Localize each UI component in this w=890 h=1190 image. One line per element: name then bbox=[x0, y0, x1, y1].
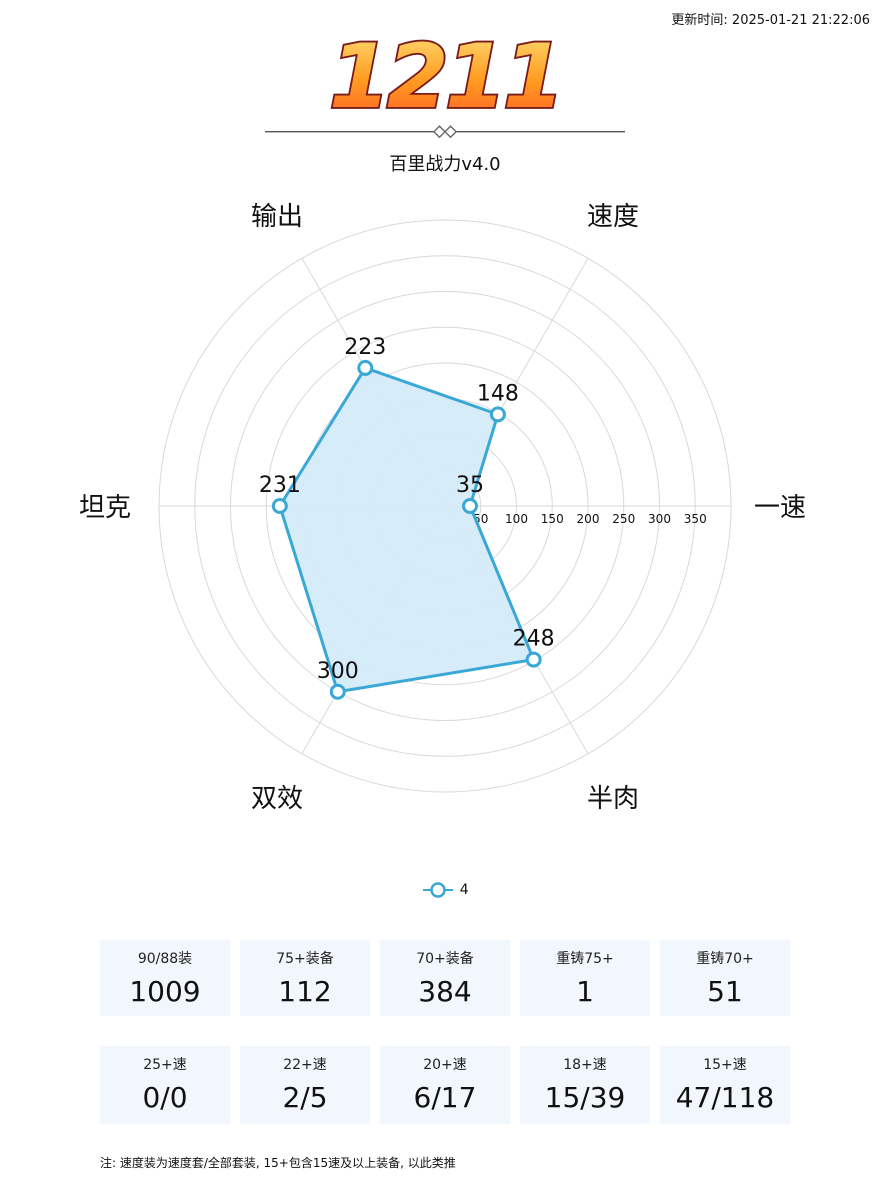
data-point[interactable] bbox=[357, 359, 374, 376]
stat-label: 15+速 bbox=[703, 1057, 747, 1073]
stat-value: 6/17 bbox=[413, 1081, 477, 1114]
stat-value: 384 bbox=[418, 975, 472, 1008]
data-label: 300 bbox=[317, 659, 359, 684]
stat-value: 1009 bbox=[129, 975, 201, 1008]
data-point[interactable] bbox=[271, 498, 288, 514]
data-label: 148 bbox=[477, 381, 519, 406]
data-point[interactable] bbox=[462, 498, 479, 514]
axis-label: 一速 bbox=[754, 493, 806, 523]
score-value: 1211 bbox=[329, 25, 561, 128]
stats-row-speed: 25+速 0/0 22+速 2/5 20+速 6/17 18+速 15/39 1… bbox=[100, 1046, 790, 1124]
tick-label: 150 bbox=[541, 512, 564, 526]
axis-label: 速度 bbox=[587, 202, 639, 232]
stat-value: 1 bbox=[576, 975, 594, 1008]
tick-label: 100 bbox=[505, 512, 528, 526]
legend-marker-icon bbox=[423, 882, 454, 898]
axis-label: 坦克 bbox=[79, 493, 131, 523]
stat-card: 20+速 6/17 bbox=[380, 1046, 510, 1124]
stat-value: 112 bbox=[278, 975, 332, 1008]
stat-value: 2/5 bbox=[282, 1081, 328, 1114]
version-label: 百里战力v4.0 bbox=[389, 154, 501, 175]
tick-label: 300 bbox=[648, 512, 671, 526]
stats-row-equipment: 90/88装 1009 75+装备 112 70+装备 384 重铸75+ 1 … bbox=[100, 940, 790, 1016]
data-point[interactable] bbox=[329, 683, 346, 700]
stat-card: 重铸75+ 1 bbox=[520, 940, 650, 1016]
footnote: 注: 速度装为速度套/全部套装, 15+包含15速及以上装备, 以此类推 bbox=[100, 1156, 456, 1170]
axis-label: 半肉 bbox=[587, 784, 639, 814]
data-label: 231 bbox=[259, 473, 301, 498]
divider-ornament-icon bbox=[432, 125, 458, 139]
axis-label: 输出 bbox=[251, 202, 303, 232]
stat-card: 70+装备 384 bbox=[380, 940, 510, 1016]
stat-value: 0/0 bbox=[142, 1081, 188, 1114]
tick-label: 350 bbox=[684, 512, 707, 526]
stat-card: 15+速 47/118 bbox=[660, 1046, 790, 1124]
score-logo: 1211 bbox=[265, 23, 625, 139]
series-layer: 35 148 223 231 300 248 bbox=[259, 335, 555, 700]
stat-card: 90/88装 1009 bbox=[100, 940, 230, 1016]
tick-label: 200 bbox=[577, 512, 600, 526]
data-label: 35 bbox=[456, 473, 484, 498]
stat-label: 70+装备 bbox=[416, 951, 474, 967]
stat-label: 25+速 bbox=[143, 1057, 187, 1073]
update-time: 更新时间: 2025-01-21 21:22:06 bbox=[671, 13, 870, 28]
data-point[interactable] bbox=[525, 651, 542, 668]
stat-label: 90/88装 bbox=[137, 951, 193, 967]
stat-value: 47/118 bbox=[675, 1081, 775, 1114]
stat-card: 重铸70+ 51 bbox=[660, 940, 790, 1016]
stat-card: 25+速 0/0 bbox=[100, 1046, 230, 1124]
axis-label: 双效 bbox=[251, 784, 303, 814]
radial-tick-labels: 50 100 150 200 250 300 350 bbox=[473, 512, 707, 526]
stat-card: 22+速 2/5 bbox=[240, 1046, 370, 1124]
stat-label: 重铸75+ bbox=[556, 951, 614, 967]
legend-label: 4 bbox=[459, 882, 469, 898]
stat-label: 22+速 bbox=[283, 1057, 327, 1073]
data-label: 223 bbox=[344, 335, 386, 360]
stat-card: 75+装备 112 bbox=[240, 940, 370, 1016]
stat-label: 20+速 bbox=[423, 1057, 467, 1073]
stat-card: 18+速 15/39 bbox=[520, 1046, 650, 1124]
tick-label: 250 bbox=[612, 512, 635, 526]
chart-legend[interactable]: 4 bbox=[0, 880, 890, 900]
data-label: 248 bbox=[513, 627, 555, 652]
stat-label: 18+速 bbox=[563, 1057, 607, 1073]
stat-value: 51 bbox=[707, 975, 743, 1008]
stat-label: 重铸70+ bbox=[696, 951, 754, 967]
stat-value: 15/39 bbox=[544, 1081, 626, 1114]
data-point[interactable] bbox=[489, 406, 506, 423]
stat-label: 75+装备 bbox=[276, 951, 334, 967]
